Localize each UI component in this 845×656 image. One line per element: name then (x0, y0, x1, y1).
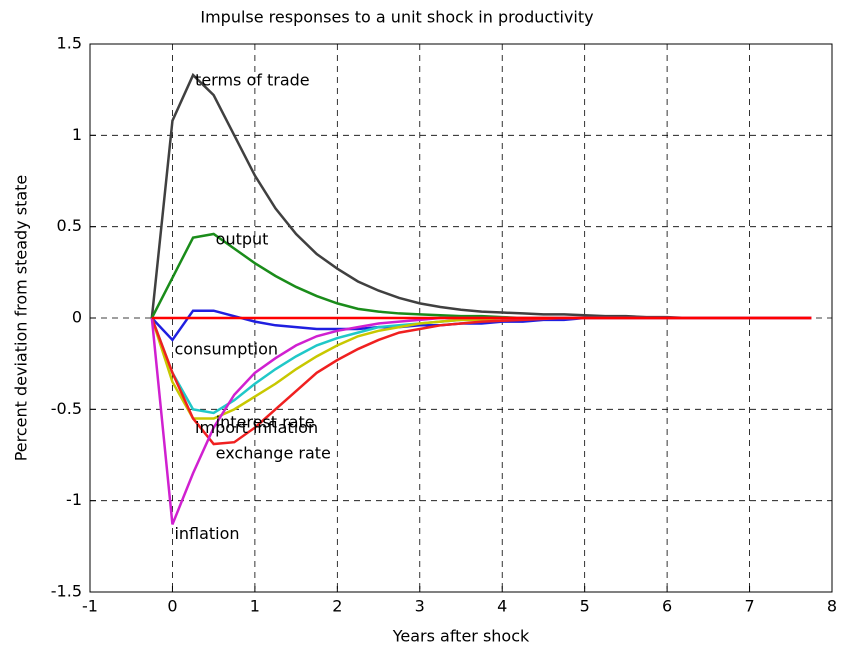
line-label: interest rate (216, 412, 315, 431)
x-tick-label: 2 (332, 597, 342, 616)
line-label: terms of trade (195, 71, 310, 90)
x-tick-label: 4 (497, 597, 507, 616)
x-tick-label: 0 (167, 597, 177, 616)
chart-title: Impulse responses to a unit shock in pro… (200, 8, 593, 27)
y-tick-label: -1.5 (51, 582, 82, 601)
x-tick-label: 7 (744, 597, 754, 616)
x-tick-label: 6 (662, 597, 672, 616)
line-label: consumption (174, 339, 278, 358)
x-tick-label: 1 (250, 597, 260, 616)
y-tick-label: -0.5 (51, 399, 82, 418)
y-tick-label: 1 (72, 125, 82, 144)
line-label: inflation (174, 524, 239, 543)
y-tick-label: -1 (66, 490, 82, 509)
x-tick-label: 8 (827, 597, 837, 616)
line-label: exchange rate (216, 444, 331, 463)
y-tick-label: 0.5 (57, 216, 82, 235)
y-tick-label: 0 (72, 308, 82, 327)
y-axis-label: Percent deviation from steady state (12, 175, 31, 462)
line-label: import inflation (195, 418, 318, 437)
line-label: output (216, 229, 269, 248)
y-tick-label: 1.5 (57, 34, 82, 53)
x-tick-label: 5 (580, 597, 590, 616)
x-tick-label: 3 (415, 597, 425, 616)
x-axis-label: Years after shock (392, 627, 530, 646)
x-tick-label: -1 (82, 597, 98, 616)
